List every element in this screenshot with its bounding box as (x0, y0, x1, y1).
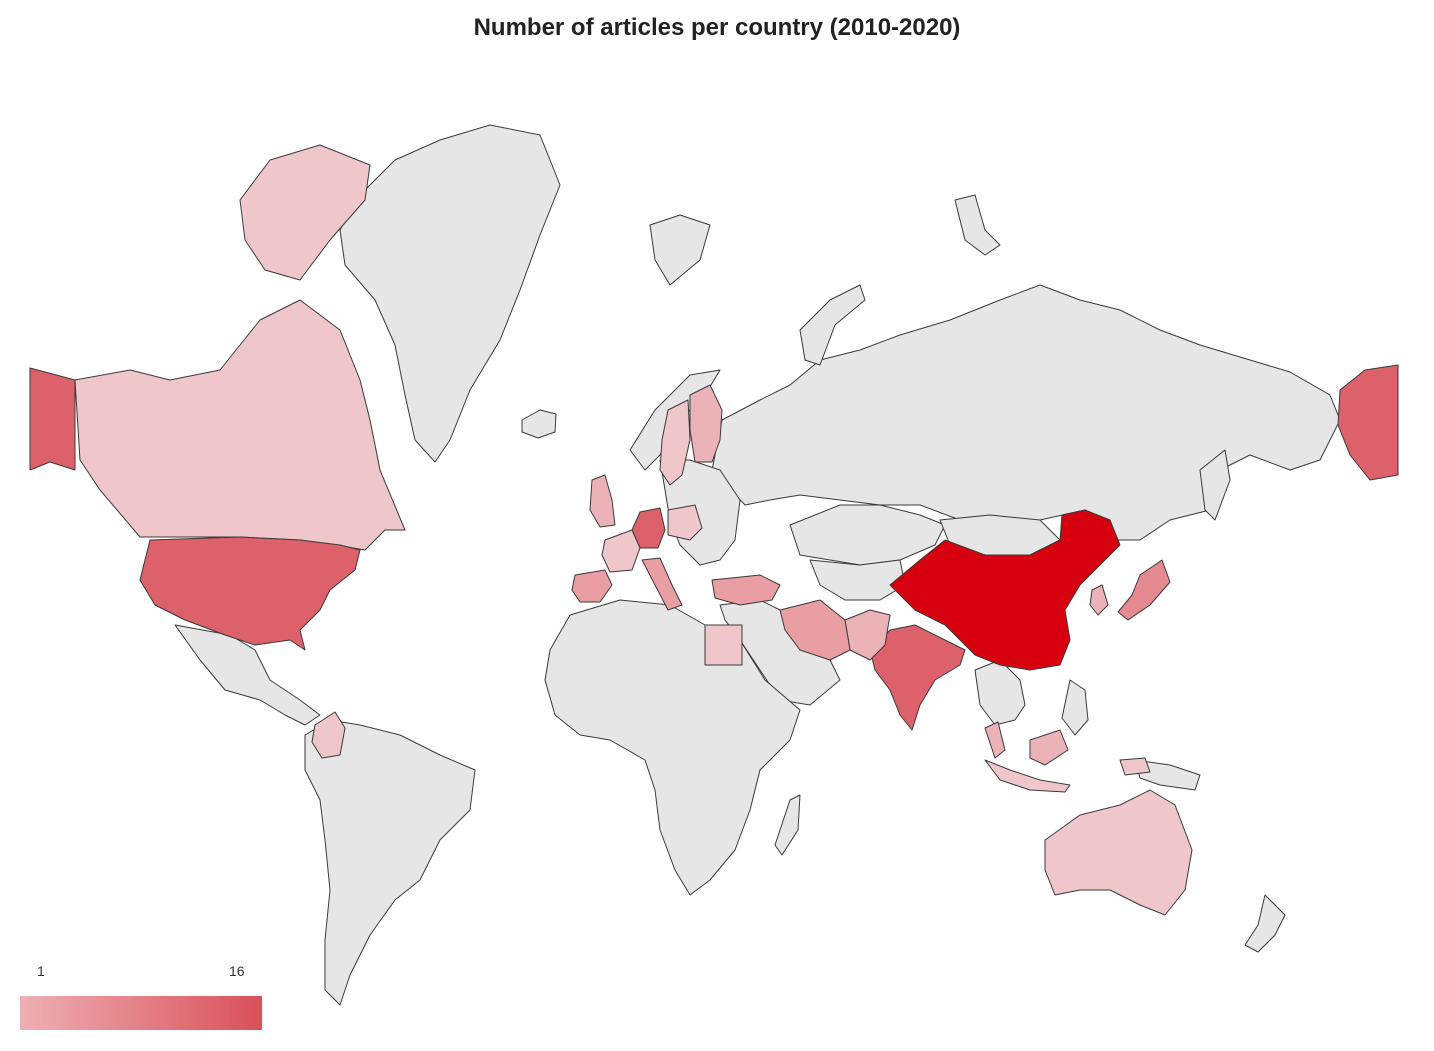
south-america[interactable] (304, 719, 476, 1006)
russia[interactable] (711, 284, 1341, 541)
country-malaysia[interactable] (984, 721, 1069, 766)
data-countries (29, 144, 1399, 916)
country-canada-arctic-islands[interactable] (239, 144, 371, 281)
legend-min-label: 1 (37, 963, 45, 979)
iceland[interactable] (521, 409, 557, 439)
country-japan[interactable] (1117, 559, 1171, 621)
country-sweden[interactable] (659, 399, 691, 486)
kazakhstan[interactable] (789, 504, 946, 566)
country-france[interactable] (601, 529, 641, 573)
country-egypt[interactable] (704, 624, 743, 666)
country-usa-alaska[interactable] (29, 367, 76, 471)
country-canada[interactable] (74, 299, 406, 551)
southeast-asia[interactable] (974, 659, 1026, 726)
new-zealand[interactable] (1244, 894, 1286, 953)
country-finland[interactable] (689, 384, 723, 463)
russian-arctic-islands[interactable] (799, 284, 866, 366)
country-colombia[interactable] (311, 711, 346, 759)
country-iran[interactable] (779, 599, 851, 661)
country-usa-alaska-east[interactable] (1337, 364, 1399, 481)
country-usa[interactable] (139, 536, 361, 651)
sakhalin-kamchatka[interactable] (1199, 449, 1231, 521)
country-turkey[interactable] (711, 574, 781, 606)
country-spain[interactable] (571, 569, 613, 603)
svalbard[interactable] (649, 214, 711, 286)
greenland[interactable] (339, 124, 561, 463)
legend-color-bar (20, 996, 262, 1030)
mexico-central-america[interactable] (174, 624, 321, 726)
country-australia[interactable] (1044, 789, 1193, 916)
map-title: Number of articles per country (2010-202… (473, 14, 961, 41)
country-korea[interactable] (1089, 584, 1109, 616)
country-uk[interactable] (589, 474, 616, 528)
no-data-countries (174, 124, 1341, 1006)
alaska-arctic-islands-east[interactable] (954, 194, 1001, 256)
country-indonesia[interactable] (984, 757, 1151, 793)
new-guinea[interactable] (1134, 759, 1201, 791)
philippines[interactable] (1061, 679, 1089, 736)
country-india[interactable] (869, 624, 966, 731)
central-asia[interactable] (809, 559, 906, 601)
legend-max-label: 16 (229, 963, 245, 979)
madagascar[interactable] (774, 794, 801, 856)
country-italy[interactable] (641, 557, 683, 611)
country-poland[interactable] (667, 504, 703, 541)
country-china[interactable] (889, 509, 1121, 671)
